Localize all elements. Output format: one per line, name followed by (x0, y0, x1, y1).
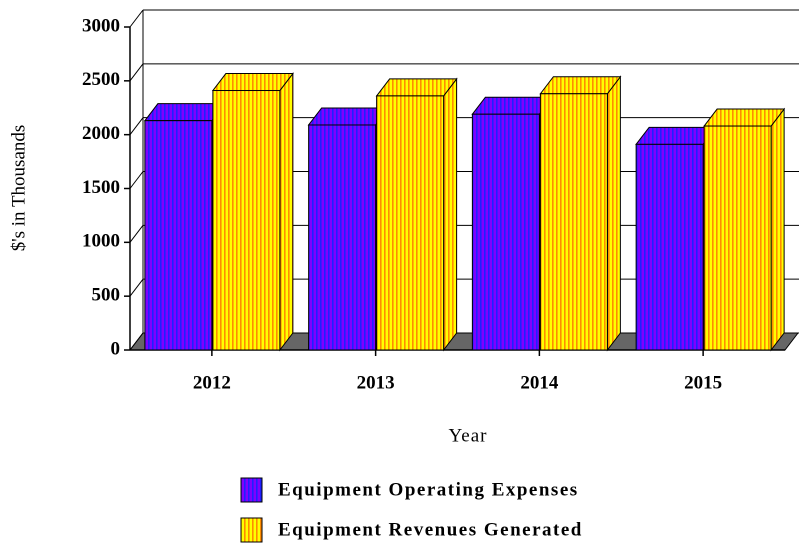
bar-top (211, 73, 294, 92)
legend-label: Equipment Revenues Generated (278, 519, 583, 540)
y-tick-label: 3000 (82, 15, 120, 36)
x-tick-label: 2015 (684, 372, 722, 393)
y-tick-label: 0 (111, 338, 121, 359)
x-tick-label: 2012 (193, 372, 231, 393)
y-axis-label: $'s in Thousands (8, 125, 29, 252)
bar (144, 120, 213, 351)
grid-line (129, 117, 144, 135)
grid-line (129, 332, 144, 351)
legend-swatch (240, 517, 263, 543)
bar (635, 143, 704, 351)
grid-line (129, 9, 144, 28)
bar-side (279, 72, 294, 352)
bar-side (606, 75, 621, 352)
bar-side (443, 77, 458, 352)
bar (308, 124, 377, 351)
bar (471, 113, 540, 351)
bar (703, 125, 772, 351)
y-tick-label: 500 (92, 285, 121, 306)
bar (212, 90, 281, 351)
bar-top (703, 108, 786, 127)
grid-line (129, 225, 144, 243)
y-tick-label: 2000 (82, 123, 120, 144)
grid-line (129, 63, 144, 82)
x-tick-label: 2014 (520, 372, 559, 393)
y-tick-label: 1500 (82, 177, 120, 198)
bar (539, 93, 608, 351)
y-tick-label: 2500 (82, 69, 120, 90)
x-tick-label: 2013 (357, 372, 395, 393)
y-tick-label: 1000 (82, 231, 120, 252)
bar-top (375, 78, 458, 97)
x-axis-label: Year (448, 425, 487, 446)
legend-label: Equipment Operating Expenses (278, 479, 579, 500)
grid-line (129, 278, 144, 297)
grid-line (129, 171, 144, 189)
bar-top (539, 76, 622, 95)
bar-side (770, 107, 785, 352)
legend-swatch (240, 477, 263, 503)
bar (376, 95, 445, 351)
